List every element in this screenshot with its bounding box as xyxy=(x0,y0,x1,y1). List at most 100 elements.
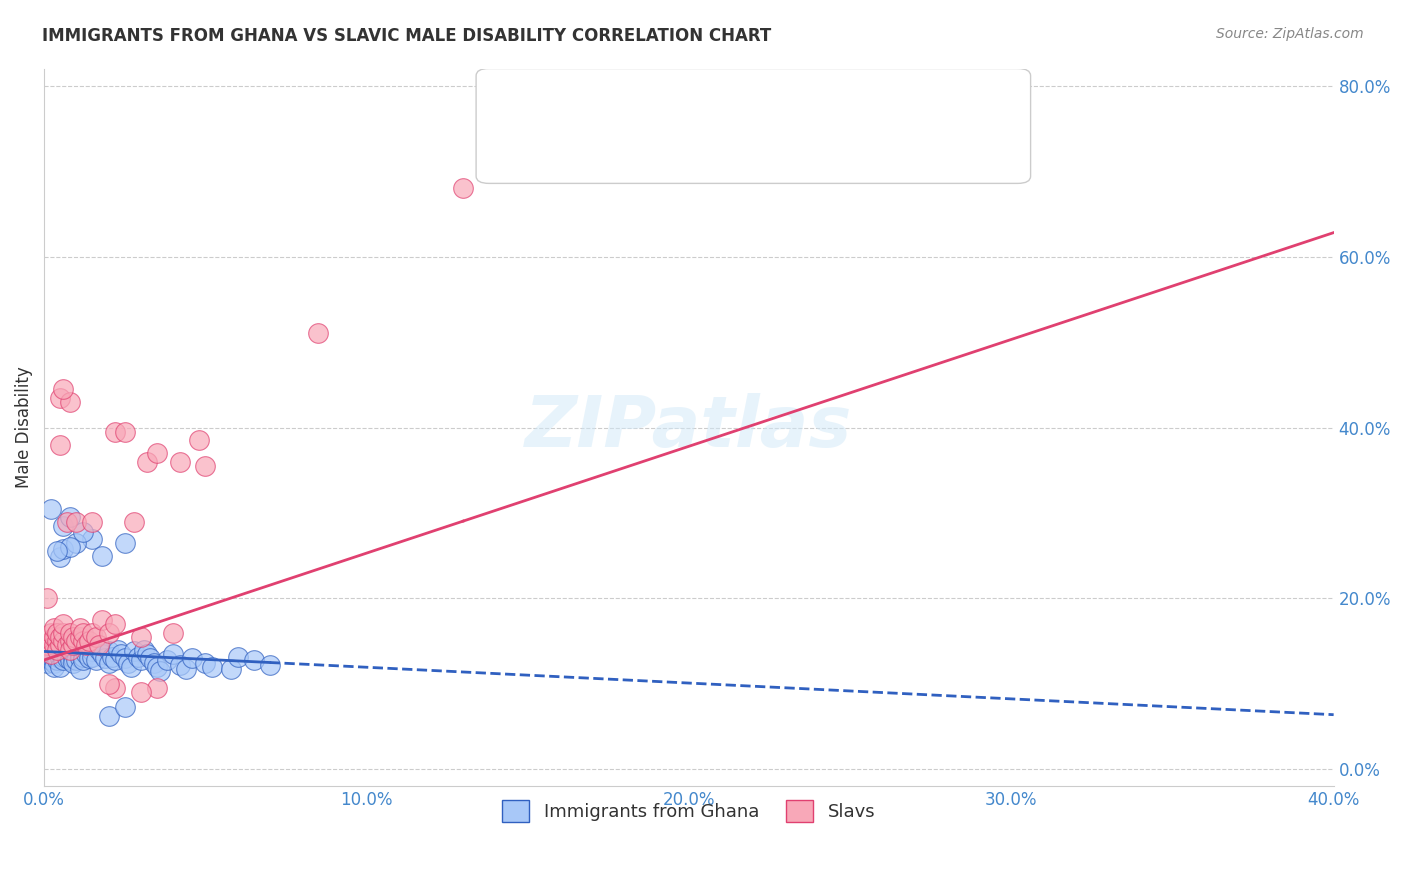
Point xyxy=(169,455,191,469)
Point xyxy=(55,647,77,661)
Point xyxy=(136,455,159,469)
Point xyxy=(136,647,159,661)
Point xyxy=(97,644,120,658)
Point xyxy=(219,661,242,675)
Point xyxy=(72,625,94,640)
Point xyxy=(77,651,100,665)
Text: Source: ZipAtlas.com: Source: ZipAtlas.com xyxy=(1216,27,1364,41)
Point xyxy=(194,656,217,670)
Point xyxy=(46,625,69,640)
Point xyxy=(77,639,100,653)
Point xyxy=(52,634,75,648)
Point xyxy=(39,644,62,658)
Point xyxy=(146,660,169,674)
FancyBboxPatch shape xyxy=(477,69,1031,184)
Point xyxy=(62,651,84,665)
Point xyxy=(101,649,124,664)
Point xyxy=(242,653,264,667)
Point xyxy=(91,647,114,661)
Point xyxy=(87,642,110,657)
Point xyxy=(117,656,139,670)
Point xyxy=(37,591,59,606)
Point xyxy=(72,653,94,667)
Point xyxy=(107,642,129,657)
Point xyxy=(169,658,191,673)
Point xyxy=(72,644,94,658)
Point xyxy=(42,630,65,644)
Point xyxy=(162,625,184,640)
Point xyxy=(49,640,72,655)
Point xyxy=(49,651,72,665)
Point xyxy=(49,660,72,674)
Point xyxy=(49,639,72,653)
Point xyxy=(139,651,162,665)
Point xyxy=(201,660,224,674)
Point xyxy=(69,661,91,675)
Point xyxy=(52,642,75,657)
Point xyxy=(124,644,146,658)
Point xyxy=(72,649,94,664)
Point xyxy=(62,647,84,661)
Text: ZIPatlas: ZIPatlas xyxy=(526,393,852,462)
Point xyxy=(42,660,65,674)
Legend: Immigrants from Ghana, Slavs: Immigrants from Ghana, Slavs xyxy=(489,788,889,835)
Point xyxy=(82,644,104,658)
Point xyxy=(104,617,127,632)
Point xyxy=(84,630,107,644)
Point xyxy=(49,391,72,405)
Point xyxy=(110,647,132,661)
Point xyxy=(226,649,249,664)
Point xyxy=(46,642,69,657)
Point xyxy=(37,651,59,665)
Point xyxy=(65,536,87,550)
Point xyxy=(124,515,146,529)
Point xyxy=(187,434,209,448)
Point xyxy=(62,639,84,653)
Point xyxy=(42,656,65,670)
Point xyxy=(132,642,155,657)
Point xyxy=(49,437,72,451)
Point xyxy=(142,656,165,670)
Point xyxy=(65,515,87,529)
Point xyxy=(59,649,82,664)
Point xyxy=(52,518,75,533)
Point xyxy=(82,515,104,529)
Point xyxy=(37,656,59,670)
Point xyxy=(49,630,72,644)
Point xyxy=(32,647,55,661)
Point xyxy=(87,639,110,653)
Point xyxy=(72,524,94,539)
Point xyxy=(146,681,169,696)
Point xyxy=(72,634,94,648)
Point xyxy=(39,647,62,661)
Point xyxy=(149,664,172,678)
Point xyxy=(65,653,87,667)
Point xyxy=(97,656,120,670)
Point xyxy=(42,640,65,655)
Point xyxy=(52,653,75,667)
Point xyxy=(114,651,136,665)
Point xyxy=(65,634,87,648)
Point xyxy=(52,649,75,664)
Point xyxy=(42,621,65,635)
Point xyxy=(69,647,91,661)
Point xyxy=(59,653,82,667)
Point xyxy=(146,446,169,460)
Point xyxy=(32,642,55,657)
Point xyxy=(75,647,97,661)
Point xyxy=(59,540,82,554)
Point xyxy=(42,651,65,665)
Point xyxy=(82,649,104,664)
Point xyxy=(91,549,114,563)
Point xyxy=(52,644,75,658)
Point xyxy=(129,653,152,667)
Point xyxy=(46,634,69,648)
Point xyxy=(94,651,117,665)
Point xyxy=(194,458,217,473)
Point xyxy=(39,634,62,648)
Point xyxy=(77,634,100,648)
Point xyxy=(82,532,104,546)
Point xyxy=(46,653,69,667)
Point xyxy=(259,658,281,673)
Point xyxy=(49,647,72,661)
